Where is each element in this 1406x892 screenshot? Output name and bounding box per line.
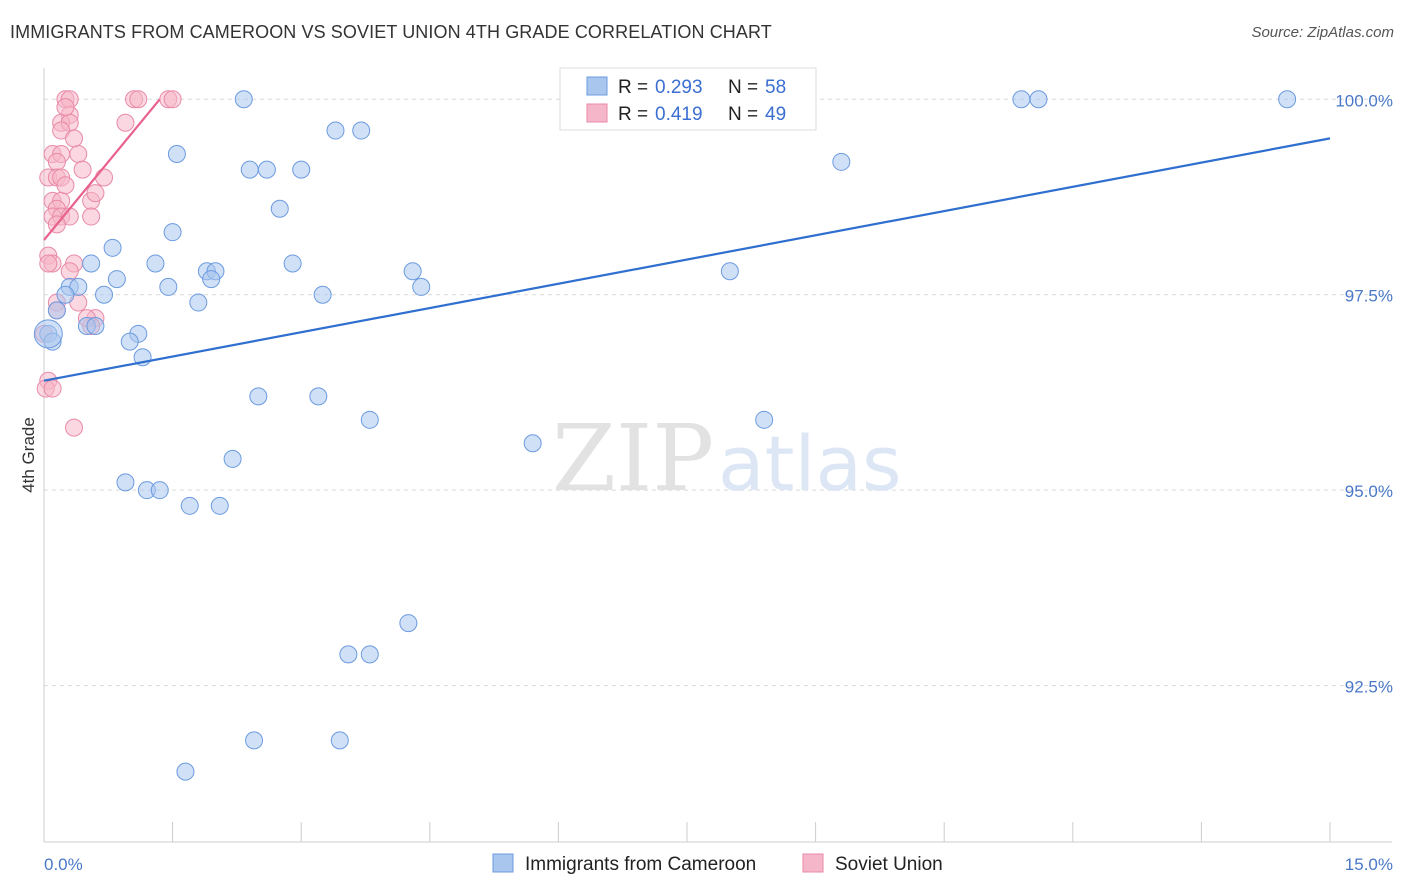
soviet-union-trend-line xyxy=(43,98,161,241)
cameroon-point xyxy=(95,285,114,304)
soviet-union-point xyxy=(95,168,114,187)
gridlines xyxy=(44,98,1392,687)
cameroon-point xyxy=(86,317,105,335)
cameroon-point xyxy=(189,293,208,312)
cameroon-point xyxy=(292,160,311,179)
cameroon-point xyxy=(159,277,178,296)
cameroon-point xyxy=(210,496,229,515)
cameroon-point xyxy=(399,614,418,633)
soviet-union-point xyxy=(65,418,84,437)
cameroon-point xyxy=(107,270,126,289)
soviet-union-point xyxy=(56,176,75,195)
legend-r-label-blue: R = xyxy=(618,77,648,98)
source-credit: Source: ZipAtlas.com xyxy=(1251,24,1394,41)
series-legend: Immigrants from Cameroon Soviet Union xyxy=(492,853,943,875)
soviet-union-point xyxy=(56,98,75,117)
cameroon-point xyxy=(56,285,75,304)
soviet-union-point xyxy=(86,184,105,203)
cameroon-point xyxy=(1278,90,1297,109)
legend-swatch-blue xyxy=(586,76,608,96)
legend-n-label-pink: N = xyxy=(728,104,758,125)
soviet-union-point xyxy=(116,113,135,132)
cameroon-point xyxy=(270,199,289,218)
cameroon-point xyxy=(257,160,276,179)
cameroon-point xyxy=(1029,90,1048,109)
cameroon-point-cluster xyxy=(33,319,63,349)
cameroon-point xyxy=(167,145,186,163)
cameroon-point xyxy=(120,332,139,351)
stats-legend: R = 0.293 N = 58 R = 0.419 N = 49 xyxy=(559,67,817,131)
cameroon-point xyxy=(832,152,851,171)
cameroon-point xyxy=(163,223,182,242)
x-tick-label-min: 0.0% xyxy=(44,855,83,874)
soviet-union-point xyxy=(39,254,58,273)
cameroon-point xyxy=(330,731,349,750)
cameroon-point xyxy=(249,387,268,406)
cameroon-point xyxy=(309,387,328,406)
soviet-union-point xyxy=(82,207,101,226)
legend-r-value-blue: 0.293 xyxy=(655,77,703,98)
soviet-union-point xyxy=(69,145,88,163)
y-tick-label: 100.0% xyxy=(1335,91,1393,110)
cameroon-point xyxy=(150,481,169,500)
y-tick-label: 97.5% xyxy=(1345,287,1393,306)
cameroon-point xyxy=(234,90,253,109)
cameroon-points xyxy=(33,90,1297,781)
legend-n-value-pink: 49 xyxy=(765,104,786,125)
cameroon-point xyxy=(313,285,332,304)
cameroon-point xyxy=(339,645,358,664)
legend-n-label-blue: N = xyxy=(728,77,758,98)
cameroon-point xyxy=(755,410,774,429)
soviet-union-point xyxy=(73,160,92,179)
axes: 100.0% 97.5% 95.0% 92.5% 0.0% 15.0% xyxy=(43,68,1393,874)
soviet-union-point xyxy=(129,90,148,109)
y-tick-label: 92.5% xyxy=(1345,678,1393,697)
cameroon-point xyxy=(47,301,66,320)
cameroon-point xyxy=(240,160,259,179)
cameroon-point xyxy=(116,473,135,492)
cameroon-point xyxy=(176,762,195,781)
legend-r-label-pink: R = xyxy=(618,104,648,125)
cameroon-point xyxy=(223,449,242,468)
bottom-legend-swatch-pink xyxy=(802,853,824,873)
bottom-legend-label-blue: Immigrants from Cameroon xyxy=(525,854,756,875)
soviet-union-point xyxy=(43,379,62,398)
legend-swatch-pink xyxy=(586,103,608,123)
cameroon-point xyxy=(82,254,101,273)
cameroon-point xyxy=(1012,90,1031,109)
cameroon-point xyxy=(202,270,221,289)
legend-n-value-blue: 58 xyxy=(765,77,786,98)
bottom-legend-label-pink: Soviet Union xyxy=(835,854,943,875)
chart-title: IMMIGRANTS FROM CAMEROON VS SOVIET UNION… xyxy=(10,22,772,42)
cameroon-point xyxy=(146,254,165,273)
cameroon-point xyxy=(360,645,379,664)
cameroon-trend-line xyxy=(43,137,1331,382)
cameroon-point xyxy=(360,410,379,429)
watermark: ZIP atlas xyxy=(552,405,902,512)
cameroon-point xyxy=(180,496,199,515)
cameroon-point xyxy=(326,121,345,140)
cameroon-point xyxy=(403,262,422,281)
cameroon-point xyxy=(352,121,371,140)
y-axis-title: 4th Grade xyxy=(19,417,38,493)
bottom-legend-swatch-blue xyxy=(492,853,514,873)
legend-r-value-pink: 0.419 xyxy=(655,104,703,125)
cameroon-point xyxy=(245,731,264,750)
cameroon-point xyxy=(412,277,431,296)
cameroon-point xyxy=(103,238,122,257)
watermark-zip: ZIP xyxy=(552,405,714,512)
y-tick-label: 95.0% xyxy=(1345,482,1393,501)
cameroon-point xyxy=(283,254,302,273)
cameroon-point xyxy=(720,262,739,281)
trend-lines xyxy=(43,98,1331,382)
soviet-union-point xyxy=(163,90,182,109)
soviet-union-point xyxy=(47,152,66,171)
cameroon-point xyxy=(523,434,542,453)
soviet-union-point xyxy=(65,129,84,148)
watermark-atlas: atlas xyxy=(718,419,902,508)
x-tick-label-max: 15.0% xyxy=(1345,855,1393,874)
soviet-union-point xyxy=(60,262,79,281)
